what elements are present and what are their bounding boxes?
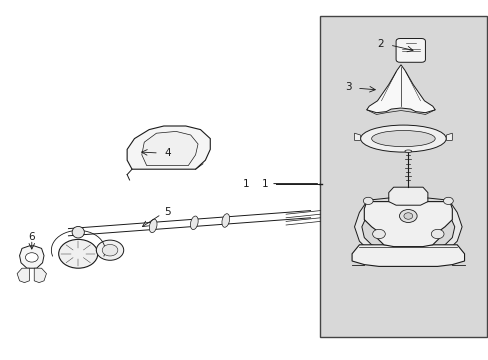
Circle shape — [399, 210, 416, 222]
Text: 3: 3 — [345, 82, 351, 92]
Circle shape — [96, 240, 123, 260]
Polygon shape — [351, 245, 464, 266]
Ellipse shape — [371, 130, 434, 147]
Polygon shape — [34, 268, 46, 283]
Circle shape — [102, 244, 118, 256]
FancyBboxPatch shape — [395, 39, 425, 62]
Ellipse shape — [72, 226, 84, 238]
Polygon shape — [20, 246, 44, 268]
Polygon shape — [142, 131, 198, 166]
Circle shape — [59, 239, 98, 268]
Text: 1: 1 — [261, 179, 317, 189]
Polygon shape — [354, 202, 378, 250]
Circle shape — [372, 229, 385, 239]
Text: 6: 6 — [28, 231, 35, 242]
Ellipse shape — [360, 125, 446, 152]
Polygon shape — [366, 65, 434, 113]
Circle shape — [363, 197, 372, 204]
Ellipse shape — [149, 219, 157, 233]
Bar — [320, 16, 486, 337]
Text: 4: 4 — [164, 148, 171, 158]
Polygon shape — [127, 126, 210, 169]
Polygon shape — [437, 202, 461, 250]
Circle shape — [430, 229, 443, 239]
Ellipse shape — [222, 214, 229, 227]
Text: 2: 2 — [377, 39, 384, 49]
Text: 1: 1 — [242, 179, 249, 189]
Ellipse shape — [404, 150, 411, 153]
Polygon shape — [446, 133, 451, 140]
Circle shape — [25, 253, 38, 262]
Ellipse shape — [190, 216, 198, 230]
Polygon shape — [388, 187, 427, 205]
Circle shape — [403, 213, 412, 219]
Polygon shape — [354, 133, 360, 140]
Polygon shape — [17, 268, 29, 283]
Text: 5: 5 — [163, 207, 170, 217]
Polygon shape — [364, 202, 451, 247]
Circle shape — [443, 197, 452, 204]
